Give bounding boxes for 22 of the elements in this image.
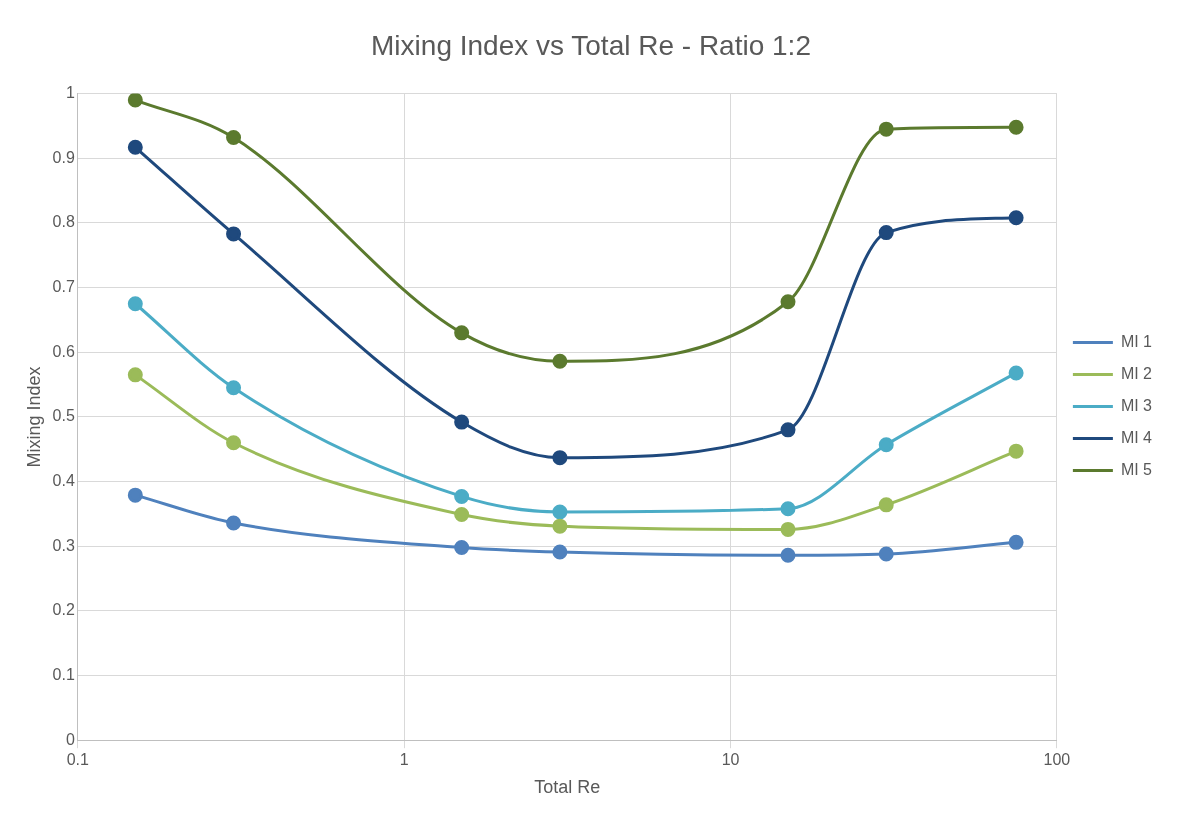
x-tick-label: 100 xyxy=(1043,751,1071,769)
y-tick-label: 0.3 xyxy=(52,536,75,554)
y-tick-label: 1 xyxy=(65,84,75,102)
y-tick-label: 0 xyxy=(65,730,75,748)
x-tick-label: 10 xyxy=(721,751,740,769)
y-tick-label: 0.1 xyxy=(52,665,75,683)
y-tick-label: 0.8 xyxy=(52,213,75,231)
y-tick-label: 0.6 xyxy=(52,342,75,360)
x-axis-title: Total Re xyxy=(534,777,601,798)
y-tick-label: 0.4 xyxy=(52,471,75,489)
legend-label: MI 4 xyxy=(1120,428,1153,446)
legend-label: MI 2 xyxy=(1120,364,1153,382)
y-tick-label: 0.5 xyxy=(52,407,75,425)
y-tick-label: 0.2 xyxy=(52,601,75,619)
chart-title: Mixing Index vs Total Re - Ratio 1:2 xyxy=(371,29,811,61)
y-axis-title: Mixing Index xyxy=(23,366,44,468)
legend-label: MI 3 xyxy=(1120,396,1153,414)
x-tick-label: 1 xyxy=(399,751,409,769)
y-tick-label: 0.9 xyxy=(52,148,75,166)
legend-label: MI 1 xyxy=(1120,332,1153,350)
legend-label: MI 5 xyxy=(1120,460,1153,478)
y-tick-label: 0.7 xyxy=(52,277,75,295)
